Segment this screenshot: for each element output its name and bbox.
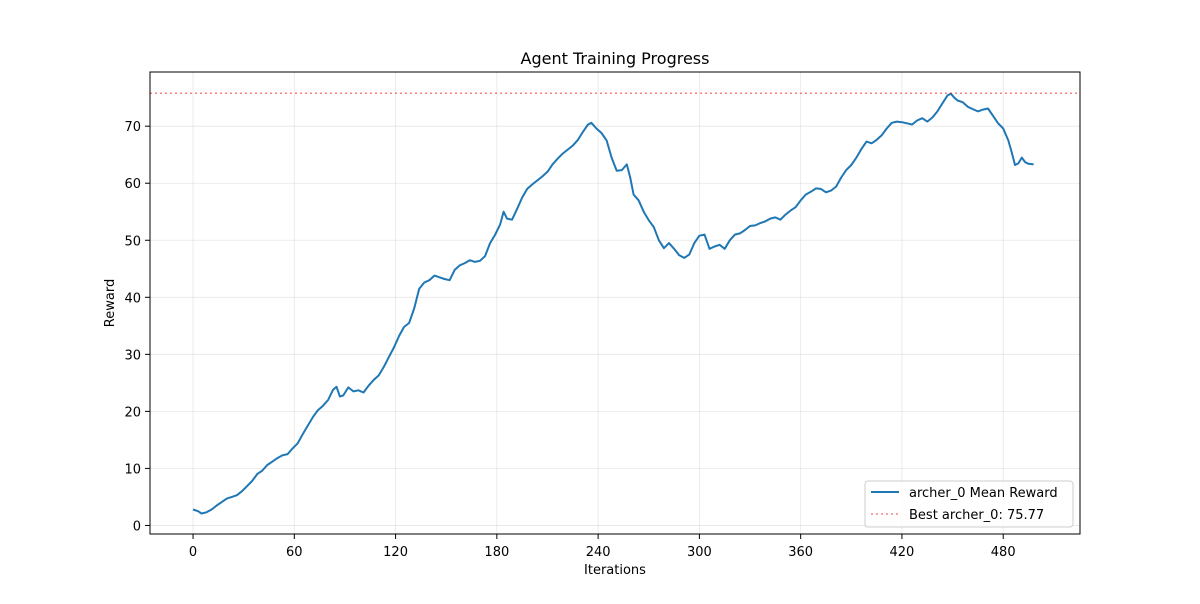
legend-label-best-reward: Best archer_0: 75.77 <box>909 508 1044 523</box>
chart-title: Agent Training Progress <box>521 49 710 68</box>
y-tick-label: 60 <box>124 177 141 192</box>
x-tick-label: 360 <box>788 545 813 560</box>
x-tick-label: 120 <box>383 545 408 560</box>
x-tick-label: 300 <box>687 545 712 560</box>
mean-reward-line <box>192 92 1034 515</box>
legend-label-mean-reward: archer_0 Mean Reward <box>909 486 1058 501</box>
plot-area-frame <box>149 71 1081 535</box>
plot-series <box>150 92 1080 515</box>
y-tick-label: 0 <box>133 519 141 534</box>
y-tick-label: 20 <box>124 405 141 420</box>
y-tick-label: 50 <box>124 234 141 249</box>
x-tick-label: 0 <box>189 545 197 560</box>
x-tick-label: 420 <box>890 545 915 560</box>
y-tick-label: 70 <box>124 120 141 135</box>
y-tick-label: 30 <box>124 348 141 363</box>
y-tick-label: 10 <box>124 462 141 477</box>
x-axis-ticks: 0 60 120 180 240 300 360 420 480 <box>189 534 1016 560</box>
y-tick-label: 40 <box>124 291 141 306</box>
x-tick-label: 60 <box>286 545 303 560</box>
legend-box <box>864 480 1074 528</box>
x-tick-label: 180 <box>484 545 509 560</box>
x-tick-label: 480 <box>991 545 1016 560</box>
x-tick-label: 240 <box>586 545 611 560</box>
y-axis-ticks: 0 10 20 30 40 50 60 70 <box>124 120 150 534</box>
y-axis-label: Reward <box>103 279 118 327</box>
chart-legend: archer_0 Mean Reward Best archer_0: 75.7… <box>864 480 1074 528</box>
x-axis-label: Iterations <box>584 563 646 578</box>
